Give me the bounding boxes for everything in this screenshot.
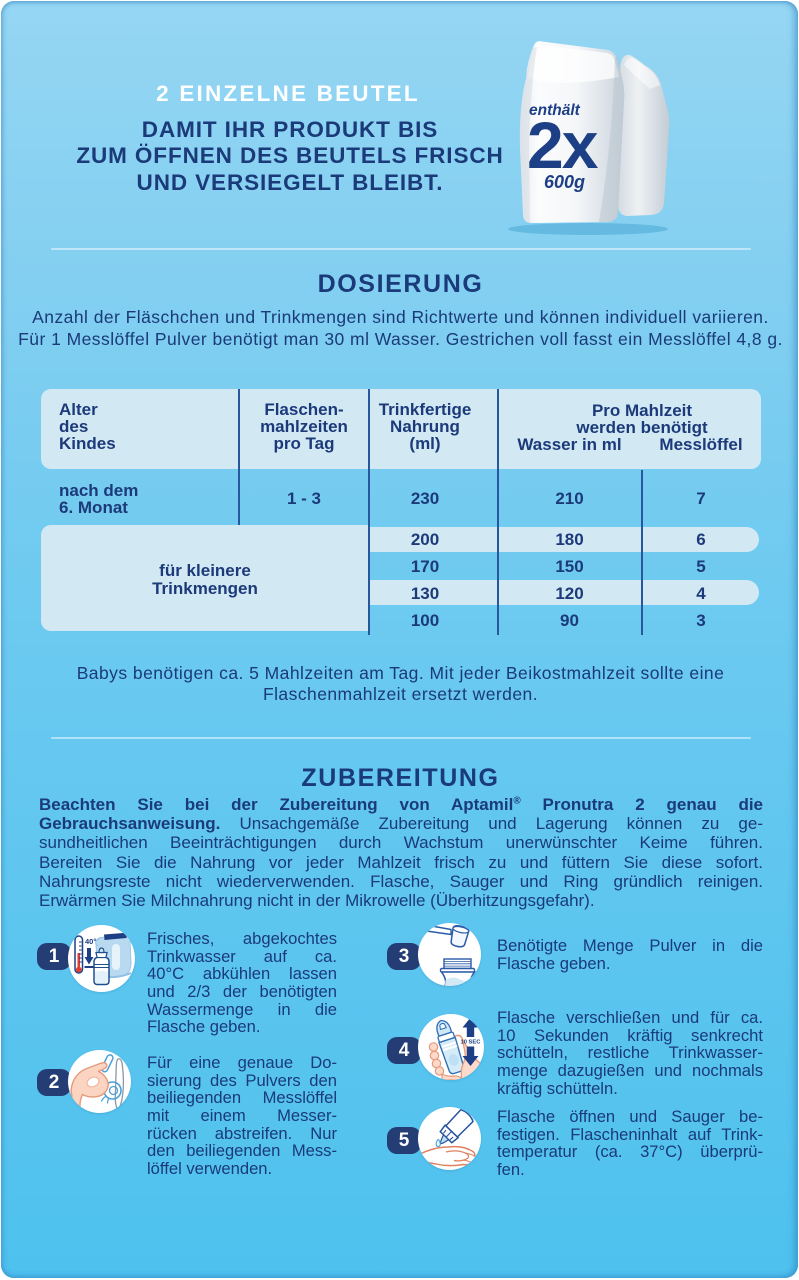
svg-text:2x: 2x	[527, 108, 599, 182]
svg-text:enthält: enthält	[529, 102, 581, 119]
svg-text:40°: 40°	[85, 937, 96, 946]
svg-text:10 SEC: 10 SEC	[461, 1040, 482, 1046]
svg-text:600g: 600g	[544, 172, 585, 192]
